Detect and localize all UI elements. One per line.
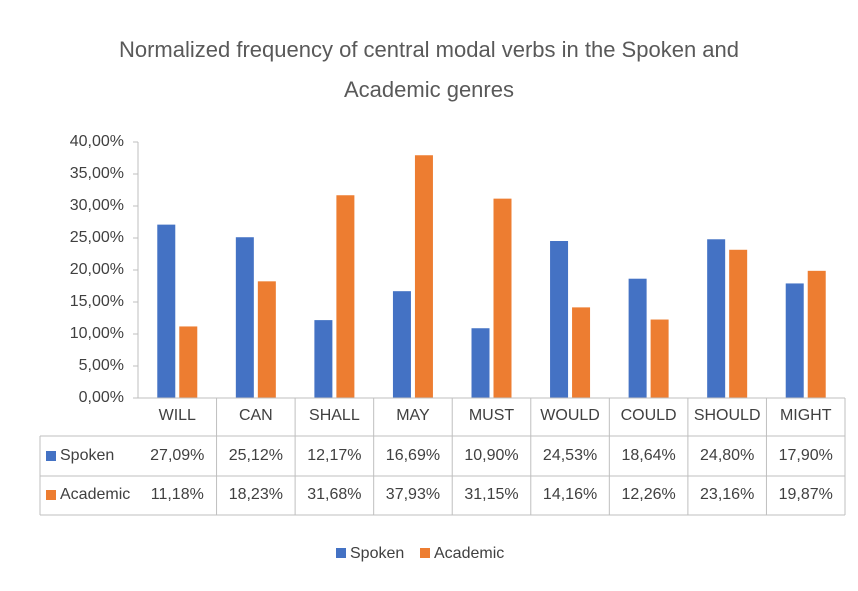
y-tick-label: 40,00%	[70, 133, 124, 150]
x-tick-label: SHALL	[309, 407, 360, 424]
bar	[729, 249, 748, 398]
bar	[314, 320, 333, 398]
x-tick-label: WILL	[159, 407, 196, 424]
table-legend-key	[46, 451, 56, 461]
x-tick-label: SHOULD	[694, 407, 761, 424]
table-legend-key	[46, 490, 56, 500]
table-cell: 17,90%	[779, 447, 833, 464]
y-tick-label: 30,00%	[70, 197, 124, 214]
bar	[628, 278, 647, 398]
bar	[157, 224, 176, 398]
bar	[550, 241, 569, 398]
bar	[493, 198, 512, 398]
table-cell: 10,90%	[464, 447, 518, 464]
table-cell: 31,68%	[307, 486, 361, 503]
bar	[179, 326, 198, 398]
legend-key	[420, 548, 430, 558]
bar	[257, 281, 276, 398]
table-cell: 14,16%	[543, 486, 597, 503]
bar	[707, 239, 726, 398]
legend-label: Academic	[434, 545, 504, 562]
table-cell: 12,26%	[621, 486, 675, 503]
x-tick-label: COULD	[621, 407, 677, 424]
y-tick-label: 20,00%	[70, 261, 124, 278]
table-cell: 23,16%	[700, 486, 754, 503]
y-tick-label: 15,00%	[70, 293, 124, 310]
legend-key	[336, 548, 346, 558]
bar	[414, 155, 433, 398]
table-cell: 18,23%	[229, 486, 283, 503]
x-tick-label: MUST	[469, 407, 515, 424]
bar	[785, 283, 804, 398]
x-tick-label: MIGHT	[780, 407, 832, 424]
table-cell: 19,87%	[779, 486, 833, 503]
table-cell: 27,09%	[150, 447, 204, 464]
y-tick-label: 0,00%	[79, 389, 124, 406]
y-tick-label: 35,00%	[70, 165, 124, 182]
bar	[336, 195, 355, 398]
bar	[471, 328, 490, 398]
y-tick-label: 10,00%	[70, 325, 124, 342]
table-cell: 25,12%	[229, 447, 283, 464]
bar	[572, 307, 591, 398]
table-row-label: Academic	[60, 486, 130, 503]
table-cell: 16,69%	[386, 447, 440, 464]
y-tick-label: 25,00%	[70, 229, 124, 246]
bar	[392, 291, 411, 398]
bar	[807, 270, 826, 398]
table-row-label: Spoken	[60, 447, 114, 464]
x-tick-label: WOULD	[540, 407, 600, 424]
chart-title: Normalized frequency of central modal ve…	[118, 37, 739, 102]
legend-label: Spoken	[350, 545, 404, 562]
table-cell: 24,53%	[543, 447, 597, 464]
bar	[650, 319, 669, 398]
bar	[235, 237, 254, 398]
table-cell: 18,64%	[621, 447, 675, 464]
table-cell: 12,17%	[307, 447, 361, 464]
table-cell: 24,80%	[700, 447, 754, 464]
y-tick-label: 5,00%	[79, 357, 124, 374]
table-cell: 11,18%	[151, 486, 204, 503]
x-tick-label: MAY	[396, 407, 430, 424]
table-cell: 37,93%	[386, 486, 440, 503]
x-tick-label: CAN	[239, 407, 273, 424]
table-cell: 31,15%	[464, 486, 518, 503]
